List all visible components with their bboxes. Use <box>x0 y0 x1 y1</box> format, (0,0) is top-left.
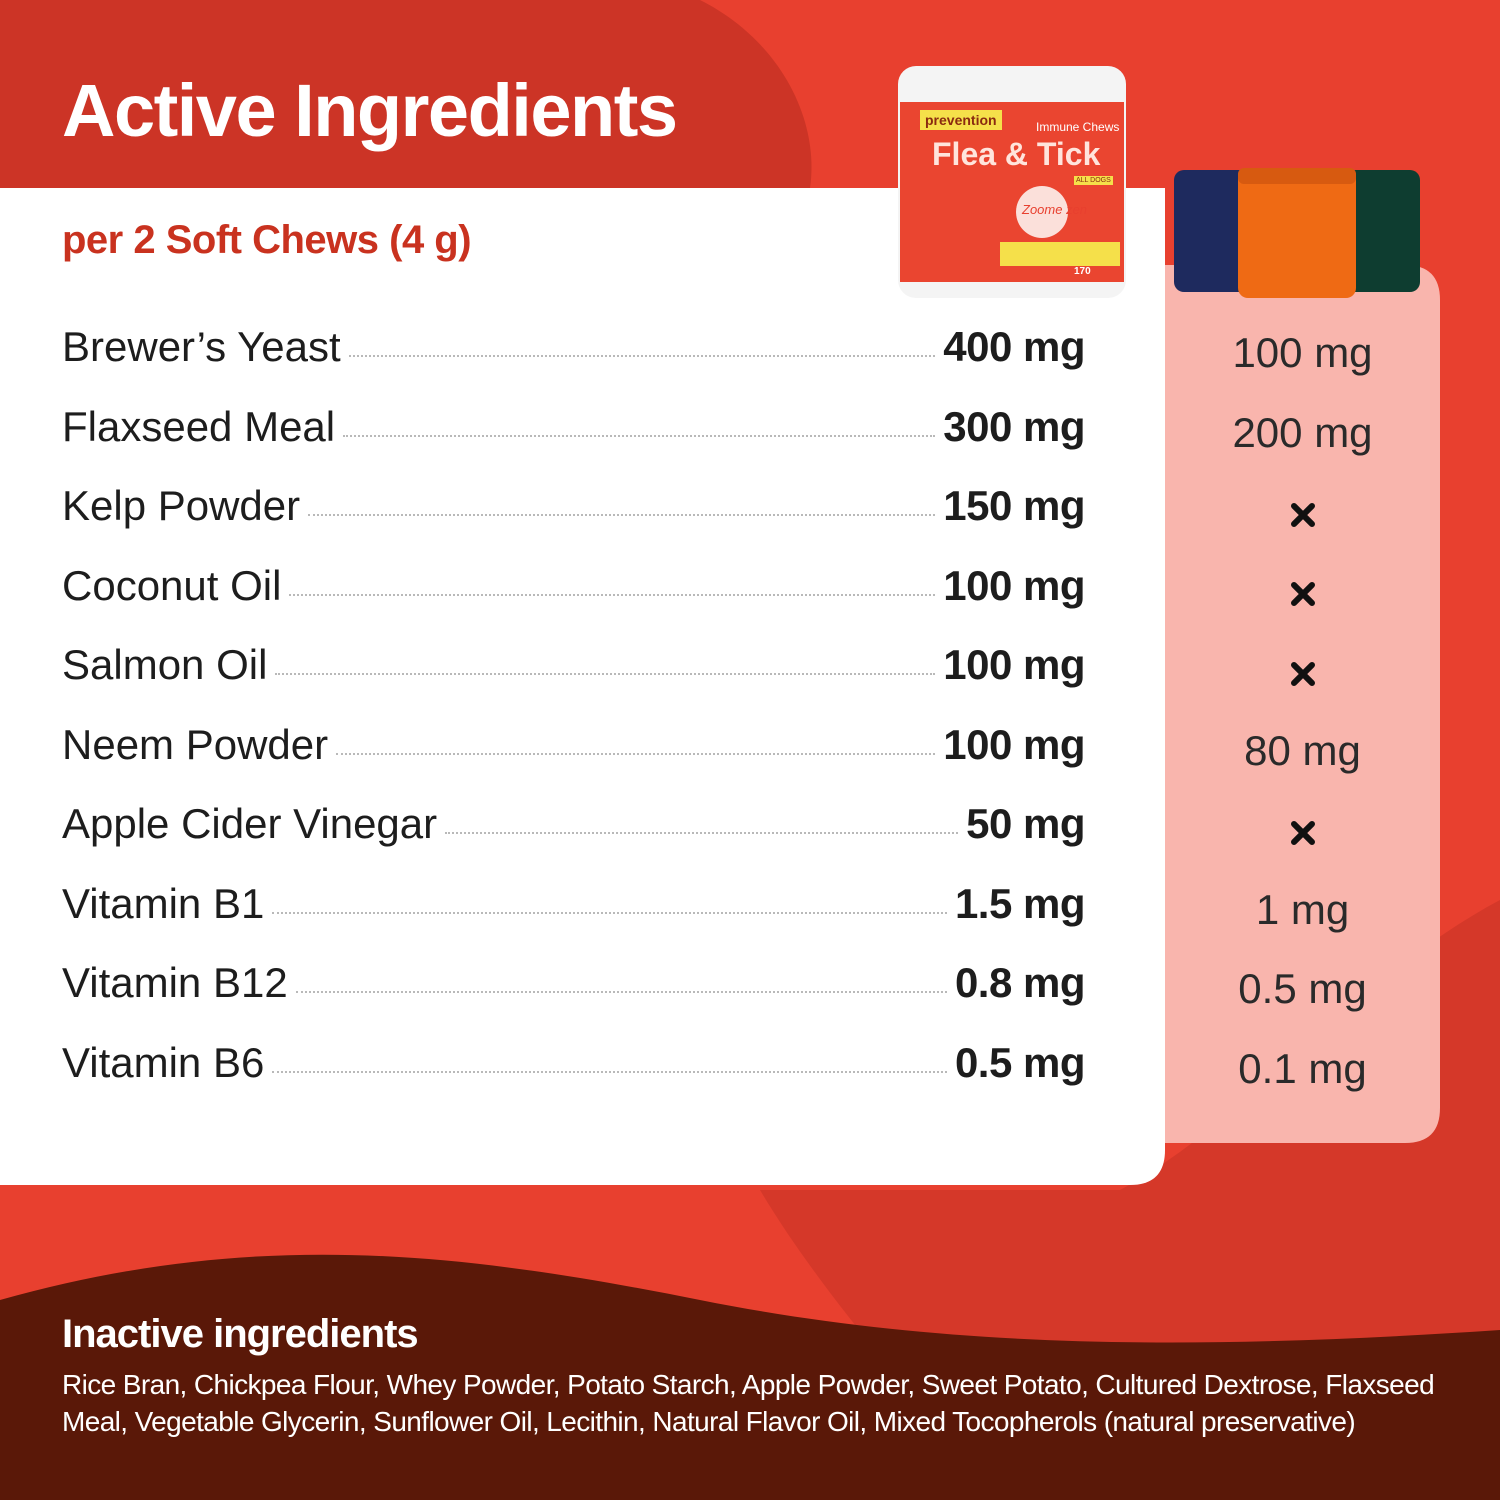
dot-leader <box>295 991 947 993</box>
ingredient-amount: 300 mg <box>943 402 1085 450</box>
ingredient-row: Coconut Oil 100 mg <box>62 562 1085 622</box>
ingredient-name: Vitamin B6 <box>62 1038 265 1086</box>
jar-brand: Zoome zen <box>1022 202 1088 217</box>
dot-leader <box>275 673 936 675</box>
competitor-missing <box>1165 562 1440 622</box>
ingredient-row: Brewer’s Yeast 400 mg <box>62 323 1085 383</box>
ingredient-row: Flaxseed Meal 300 mg <box>62 403 1085 463</box>
dot-leader <box>343 434 936 437</box>
competitor-missing <box>1165 641 1440 701</box>
dot-leader <box>272 911 947 914</box>
subtitle: per 2 Soft Chews (4 g) <box>62 218 472 262</box>
ingredient-row: Vitamin B1 1.5 mg <box>62 879 1086 940</box>
jar-audience: ALL DOGS <box>1074 176 1113 185</box>
ingredient-name: Brewer’s Yeast <box>62 323 341 370</box>
dot-leader <box>289 593 936 596</box>
x-icon <box>1290 582 1315 607</box>
x-icon <box>1290 820 1315 845</box>
competitor-amount: 1 mg <box>1255 885 1350 933</box>
dot-leader <box>336 752 936 755</box>
inactive-title: Inactive ingredients <box>62 1312 419 1356</box>
ingredient-amount: 1.5 mg <box>954 879 1086 927</box>
jar-badge: prevention <box>920 110 1002 130</box>
ingredient-amount: 100 mg <box>943 561 1085 609</box>
x-icon <box>1290 502 1315 527</box>
inactive-text: Rice Bran, Chickpea Flour, Whey Powder, … <box>62 1369 1435 1437</box>
x-icon <box>1290 661 1315 686</box>
ingredient-name: Kelp Powder <box>62 482 301 529</box>
ingredient-amount: 150 mg <box>943 482 1085 529</box>
jar-product-name: Flea & Tick <box>932 136 1101 172</box>
dot-leader <box>445 832 959 834</box>
dot-leader <box>348 355 936 357</box>
jar-count: 170 <box>1074 266 1091 277</box>
ingredient-amount: 0.5 mg <box>954 1038 1086 1086</box>
ingredient-row: Vitamin B6 0.5 mg <box>62 1038 1086 1099</box>
ingredient-name: Apple Cider Vinegar <box>62 800 438 847</box>
ingredient-row: Vitamin B12 0.8 mg <box>62 959 1086 1019</box>
ingredient-name: Vitamin B12 <box>62 959 288 1006</box>
ingredient-name: Neem Powder <box>62 720 329 768</box>
title: Active Ingredients <box>62 69 678 152</box>
competitor-missing <box>1165 482 1440 542</box>
ingredient-amount: 50 mg <box>966 800 1085 847</box>
competitor-amount: 0.5 mg <box>1238 965 1367 1012</box>
dot-leader <box>272 1070 947 1073</box>
ingredient-name: Vitamin B1 <box>62 879 265 927</box>
dot-leader <box>308 514 936 516</box>
ingredient-row: Neem Powder 100 mg <box>62 721 1085 781</box>
competitor-amount: 0.1 mg <box>1238 1044 1367 1092</box>
ingredient-name: Flaxseed Meal <box>62 402 336 450</box>
ingredient-amount: 100 mg <box>943 720 1085 768</box>
ingredient-row: Kelp Powder 150 mg <box>62 482 1085 542</box>
ingredient-amount: 0.8 mg <box>954 959 1086 1006</box>
competitor-amount: 200 mg <box>1232 408 1373 456</box>
ingredient-name: Coconut Oil <box>62 561 282 609</box>
jar-line: Immune Chews <box>1036 120 1120 134</box>
ingredient-row: Salmon Oil 100 mg <box>62 641 1085 701</box>
ingredient-row: Apple Cider Vinegar 50 mg <box>62 800 1085 860</box>
competitor-amount: 80 mg <box>1244 726 1361 774</box>
ingredient-amount: 400 mg <box>943 323 1085 370</box>
competitor-missing <box>1165 800 1440 860</box>
competitor-amount: 100 mg <box>1232 329 1373 376</box>
ingredient-name: Salmon Oil <box>62 641 268 688</box>
ingredient-amount: 100 mg <box>943 641 1085 688</box>
